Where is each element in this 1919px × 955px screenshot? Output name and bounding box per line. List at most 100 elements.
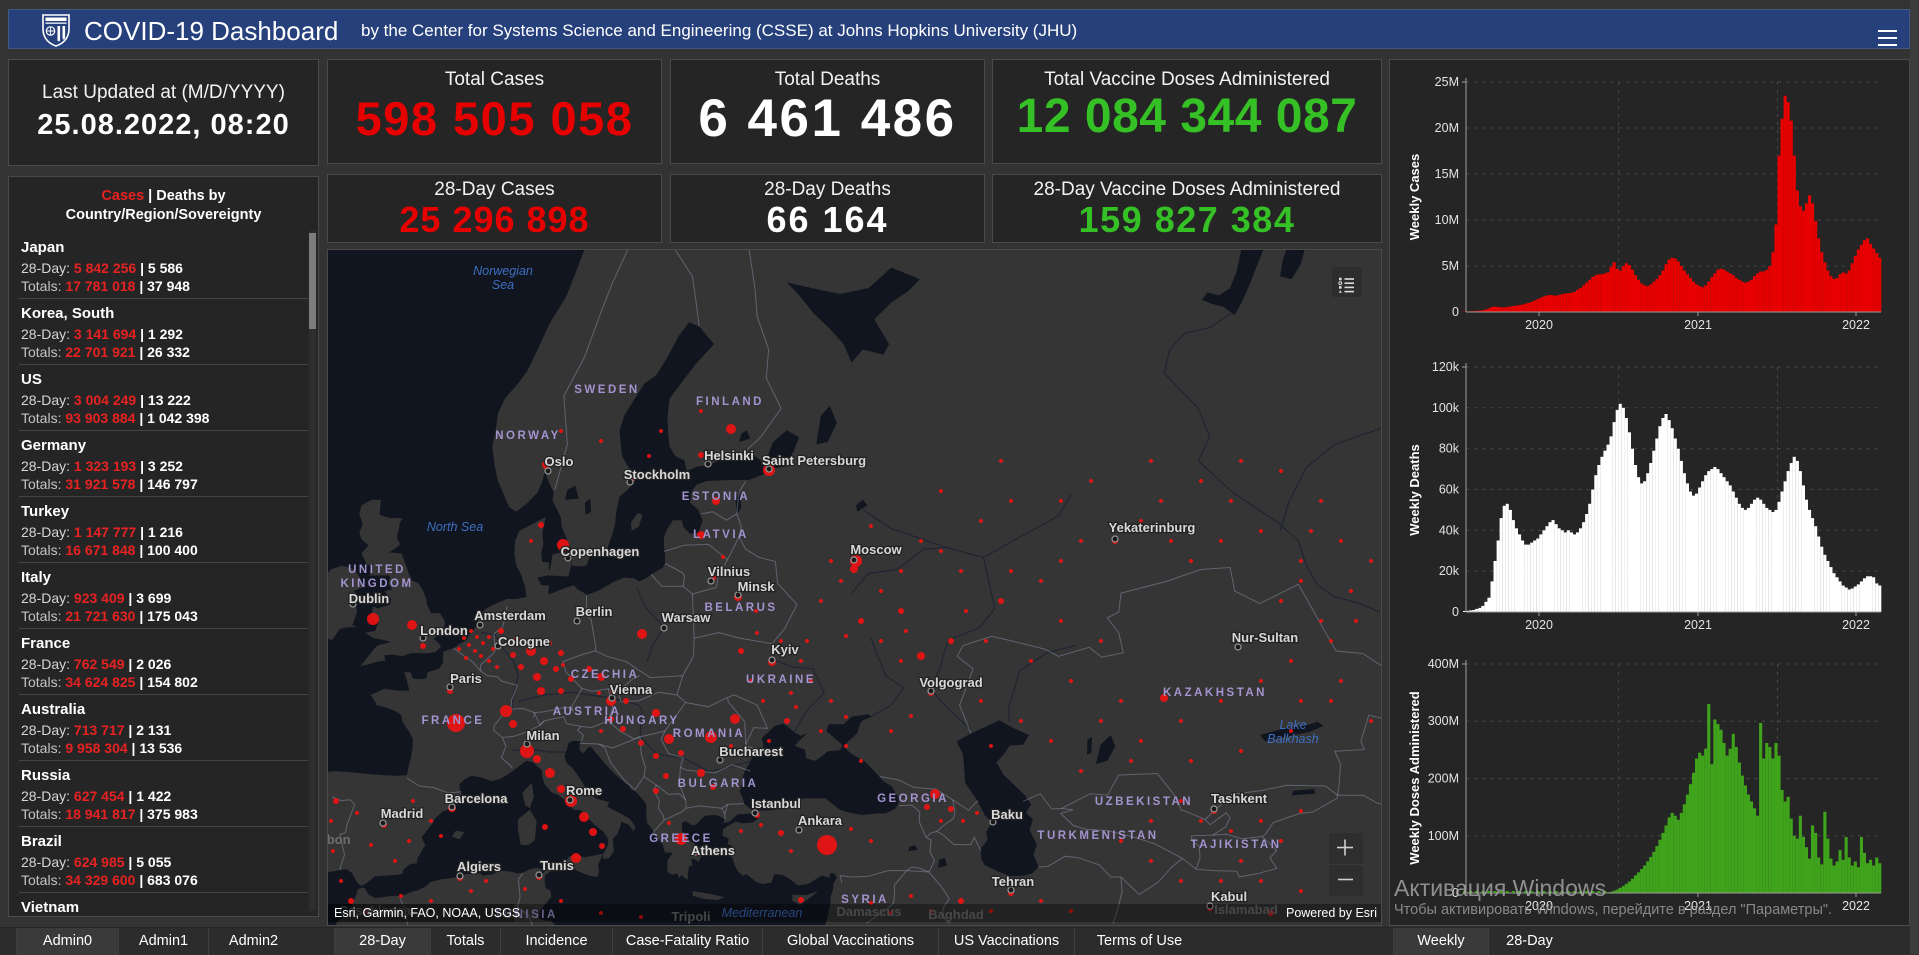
svg-text:GREECE: GREECE: [649, 833, 713, 845]
svg-text:Madrid: Madrid: [381, 806, 424, 821]
svg-text:TUNISIA: TUNISIA: [494, 909, 558, 921]
svg-text:FINLAND: FINLAND: [696, 396, 764, 408]
svg-text:SYRIA: SYRIA: [841, 894, 889, 906]
svg-text:Kyiv: Kyiv: [771, 642, 799, 657]
svg-text:Minsk: Minsk: [738, 579, 776, 594]
svg-text:BELARUS: BELARUS: [704, 602, 777, 614]
svg-text:TURKMENISTAN: TURKMENISTAN: [1037, 830, 1158, 842]
svg-text:2020: 2020: [1525, 318, 1553, 332]
svg-text:Weekly Doses Administered: Weekly Doses Administered: [1407, 691, 1422, 864]
svg-text:Islamabad: Islamabad: [1214, 902, 1278, 917]
svg-text:North Sea: North Sea: [427, 520, 483, 534]
svg-text:25M: 25M: [1435, 75, 1459, 89]
svg-text:KAZAKHSTAN: KAZAKHSTAN: [1163, 687, 1267, 699]
svg-text:Mediterranean: Mediterranean: [722, 906, 803, 920]
svg-text:KINGDOM: KINGDOM: [340, 578, 413, 590]
svg-text:Dublin: Dublin: [349, 591, 389, 606]
svg-text:ROMANIA: ROMANIA: [673, 728, 745, 740]
svg-text:Rome: Rome: [566, 783, 602, 798]
svg-text:GEORGIA: GEORGIA: [877, 793, 949, 805]
svg-text:Vilnius: Vilnius: [708, 564, 750, 579]
svg-text:Saint Petersburg: Saint Petersburg: [762, 453, 866, 468]
svg-text:Lake: Lake: [1279, 718, 1306, 732]
svg-text:100k: 100k: [1432, 401, 1460, 415]
svg-text:SWEDEN: SWEDEN: [574, 384, 639, 396]
svg-text:Baghdad: Baghdad: [928, 907, 984, 922]
svg-text:Istanbul: Istanbul: [751, 796, 801, 811]
svg-text:Sea: Sea: [492, 278, 514, 292]
svg-text:Baku: Baku: [991, 807, 1023, 822]
svg-text:Milan: Milan: [526, 728, 559, 743]
svg-text:Weekly Cases: Weekly Cases: [1407, 154, 1422, 241]
svg-text:10M: 10M: [1435, 213, 1459, 227]
svg-text:Moscow: Moscow: [850, 542, 902, 557]
svg-text:London: London: [420, 623, 468, 638]
svg-text:Yekaterinburg: Yekaterinburg: [1109, 520, 1196, 535]
svg-text:UNITED: UNITED: [348, 564, 406, 576]
svg-text:Norwegian: Norwegian: [473, 264, 533, 278]
svg-text:400M: 400M: [1428, 657, 1459, 671]
svg-text:2021: 2021: [1684, 618, 1712, 632]
svg-text:Tashkent: Tashkent: [1211, 791, 1268, 806]
svg-text:Cologne: Cologne: [498, 634, 550, 649]
svg-text:2021: 2021: [1684, 318, 1712, 332]
svg-text:0: 0: [1452, 886, 1459, 900]
svg-text:Powered by Esri: Powered by Esri: [1286, 906, 1377, 920]
svg-text:Casablanca: Casablanca: [339, 903, 412, 918]
svg-text:Algiers: Algiers: [457, 859, 501, 874]
svg-text:Amsterdam: Amsterdam: [474, 608, 546, 623]
svg-text:LATVIA: LATVIA: [693, 529, 749, 541]
svg-text:HUNGARY: HUNGARY: [604, 715, 679, 727]
svg-text:UZBEKISTAN: UZBEKISTAN: [1095, 796, 1193, 808]
svg-text:Berlin: Berlin: [576, 604, 613, 619]
svg-text:20k: 20k: [1439, 564, 1460, 578]
svg-text:2020: 2020: [1525, 899, 1553, 913]
svg-text:Kabul: Kabul: [1211, 889, 1247, 904]
svg-text:Balkhash: Balkhash: [1267, 732, 1318, 746]
svg-text:Damascus: Damascus: [836, 904, 901, 919]
svg-text:Vienna: Vienna: [610, 682, 653, 697]
svg-text:CZECHIA: CZECHIA: [571, 669, 640, 681]
svg-text:AUSTRIA: AUSTRIA: [553, 706, 622, 718]
svg-text:UKRAINE: UKRAINE: [746, 674, 816, 686]
svg-text:BULGARIA: BULGARIA: [678, 778, 759, 790]
svg-text:Copenhagen: Copenhagen: [561, 544, 640, 559]
svg-text:2021: 2021: [1684, 899, 1712, 913]
svg-text:TAJIKISTAN: TAJIKISTAN: [1190, 839, 1281, 851]
svg-text:Weekly Deaths: Weekly Deaths: [1407, 444, 1422, 536]
svg-text:Esri, Garmin, FAO, NOAA, USGS: Esri, Garmin, FAO, NOAA, USGS: [334, 906, 520, 920]
svg-text:15M: 15M: [1435, 167, 1459, 181]
svg-text:NORWAY: NORWAY: [495, 430, 561, 442]
svg-text:Athens: Athens: [691, 843, 735, 858]
svg-text:Bucharest: Bucharest: [719, 744, 783, 759]
svg-text:20M: 20M: [1435, 121, 1459, 135]
svg-text:Ankara: Ankara: [798, 813, 843, 828]
svg-text:60k: 60k: [1439, 483, 1460, 497]
svg-text:Warsaw: Warsaw: [662, 610, 712, 625]
svg-text:Helsinki: Helsinki: [704, 448, 754, 463]
svg-text:Volgograd: Volgograd: [919, 675, 982, 690]
svg-text:Barcelona: Barcelona: [445, 791, 509, 806]
svg-text:FRANCE: FRANCE: [422, 715, 485, 727]
svg-text:Tunis: Tunis: [540, 858, 574, 873]
svg-text:300M: 300M: [1428, 714, 1459, 728]
svg-text:5M: 5M: [1442, 259, 1459, 273]
svg-text:100M: 100M: [1428, 829, 1459, 843]
svg-text:80k: 80k: [1439, 442, 1460, 456]
svg-text:2020: 2020: [1525, 618, 1553, 632]
svg-text:2022: 2022: [1842, 318, 1870, 332]
svg-text:ESTONIA: ESTONIA: [682, 491, 750, 503]
svg-text:120k: 120k: [1432, 360, 1460, 374]
svg-text:0: 0: [1452, 605, 1459, 619]
svg-text:Oslo: Oslo: [545, 454, 574, 469]
svg-text:sbon: sbon: [328, 832, 351, 847]
svg-text:40k: 40k: [1439, 523, 1460, 537]
svg-text:Tripoli: Tripoli: [672, 909, 711, 924]
svg-text:Paris: Paris: [450, 671, 482, 686]
svg-text:2022: 2022: [1842, 899, 1870, 913]
svg-text:Stockholm: Stockholm: [624, 467, 690, 482]
svg-text:Tehran: Tehran: [992, 874, 1034, 889]
svg-text:0: 0: [1452, 305, 1459, 319]
svg-text:2022: 2022: [1842, 618, 1870, 632]
svg-text:200M: 200M: [1428, 772, 1459, 786]
